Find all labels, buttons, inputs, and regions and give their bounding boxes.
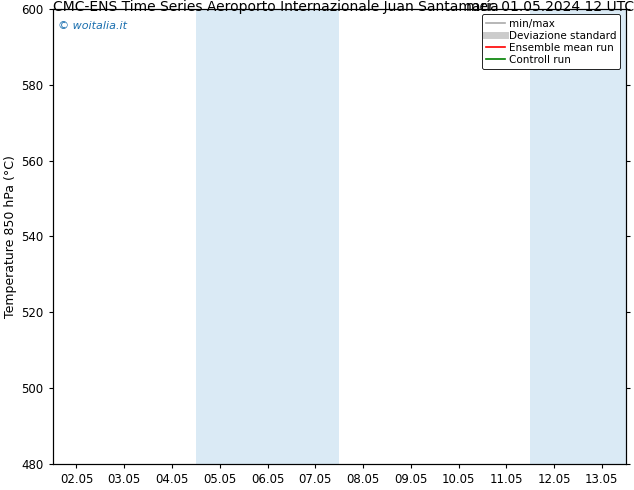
Bar [530, 9, 634, 464]
Text: © woitalia.it: © woitalia.it [58, 21, 127, 30]
Legend: min/max, Deviazione standard, Ensemble mean run, Controll run: min/max, Deviazione standard, Ensemble m… [482, 14, 621, 69]
Y-axis label: Temperature 850 hPa (°C): Temperature 850 hPa (°C) [4, 155, 17, 318]
Text: CMC-ENS Time Series Aeroporto Internazionale Juan Santamaría: CMC-ENS Time Series Aeroporto Internazio… [53, 0, 498, 15]
Bar [196, 9, 339, 464]
Text: mer. 01.05.2024 12 UTC: mer. 01.05.2024 12 UTC [466, 0, 634, 14]
